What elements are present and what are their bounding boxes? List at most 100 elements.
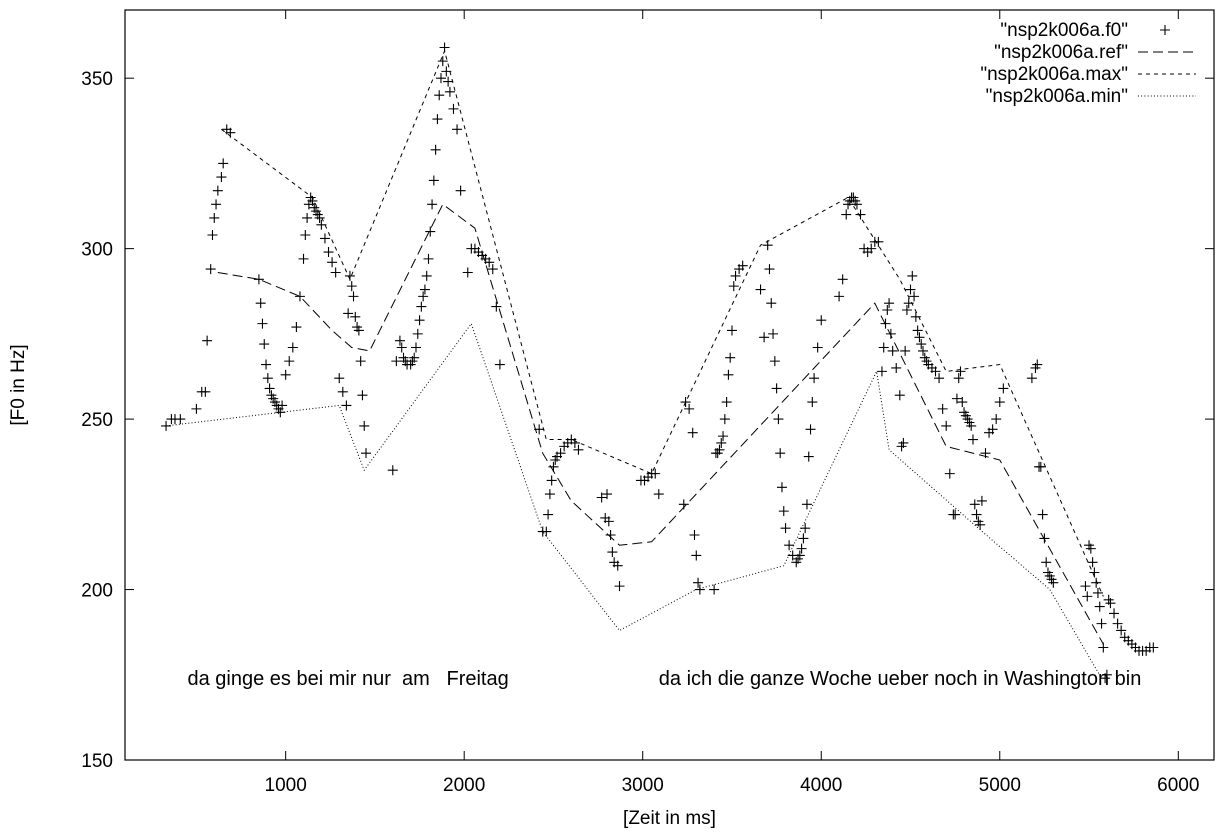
data-point xyxy=(816,315,827,326)
data-point xyxy=(837,274,848,285)
data-point xyxy=(391,356,402,367)
data-point xyxy=(998,383,1009,394)
data-point xyxy=(937,403,948,414)
data-point xyxy=(971,509,982,520)
series-0 xyxy=(161,42,1159,684)
data-point xyxy=(543,509,554,520)
data-point xyxy=(764,264,775,275)
data-point xyxy=(455,185,466,196)
data-point xyxy=(359,420,370,431)
data-point xyxy=(350,311,361,322)
data-point xyxy=(437,56,448,67)
data-point xyxy=(855,209,866,220)
data-point xyxy=(414,315,425,326)
data-point xyxy=(448,103,459,114)
data-point xyxy=(1048,577,1059,588)
data-point xyxy=(337,386,348,397)
data-point xyxy=(428,175,439,186)
data-point xyxy=(300,230,311,240)
data-point xyxy=(484,257,495,268)
data-point xyxy=(410,342,421,353)
data-point xyxy=(887,345,898,356)
data-point xyxy=(396,342,407,353)
data-point xyxy=(950,509,961,520)
series-layer xyxy=(161,42,1159,684)
data-point xyxy=(953,373,964,384)
data-point xyxy=(544,489,555,500)
data-point xyxy=(794,550,805,561)
data-point xyxy=(348,291,359,302)
data-point xyxy=(876,366,887,377)
data-point xyxy=(548,461,559,472)
data-point xyxy=(421,270,432,281)
data-point xyxy=(878,342,889,353)
data-point xyxy=(569,437,580,448)
data-point xyxy=(1091,577,1102,588)
data-point xyxy=(1101,669,1112,680)
data-point xyxy=(944,468,955,479)
data-point xyxy=(898,437,909,448)
data-point xyxy=(725,352,736,363)
data-point xyxy=(798,533,809,544)
data-point xyxy=(1094,601,1105,612)
legend-label: "nsp2k006a.max" xyxy=(980,64,1128,85)
series-line xyxy=(221,49,1104,597)
data-point xyxy=(834,291,845,302)
data-point xyxy=(1116,625,1127,636)
data-point xyxy=(259,339,270,350)
series-line xyxy=(166,322,1102,679)
data-point xyxy=(343,308,354,319)
data-point xyxy=(435,73,446,84)
data-point xyxy=(768,328,779,339)
data-point xyxy=(573,444,584,455)
data-point xyxy=(891,362,902,373)
data-point xyxy=(409,352,420,363)
data-point xyxy=(1035,461,1046,472)
data-point xyxy=(1148,642,1159,653)
data-point xyxy=(452,124,463,135)
series-1 xyxy=(217,203,1104,645)
data-point xyxy=(314,212,325,223)
annotation-text: da ich die ganze Woche ueber noch in Was… xyxy=(659,668,1142,690)
x-tick-label: 3000 xyxy=(622,775,664,796)
data-point xyxy=(427,199,438,210)
data-point xyxy=(605,530,616,540)
data-point xyxy=(202,335,213,346)
data-point xyxy=(775,448,786,459)
data-point xyxy=(614,581,625,592)
data-point xyxy=(341,400,352,411)
data-point xyxy=(291,322,302,333)
data-point xyxy=(275,407,286,418)
data-point xyxy=(776,482,787,493)
data-point xyxy=(1085,543,1096,554)
data-point xyxy=(425,226,436,237)
data-point xyxy=(680,397,691,408)
data-point xyxy=(216,172,227,183)
x-tick-label: 2000 xyxy=(443,775,485,796)
data-point xyxy=(323,247,334,258)
data-point xyxy=(419,284,430,295)
data-point xyxy=(330,267,341,278)
annotation-layer: da ginge es bei mir nur am Freitag da ich… xyxy=(187,668,1141,690)
data-point xyxy=(951,393,962,404)
data-point xyxy=(766,298,777,309)
data-point xyxy=(709,584,720,595)
data-point xyxy=(487,264,498,275)
data-point xyxy=(444,86,455,97)
data-point xyxy=(1098,642,1109,653)
y-tick-label: 250 xyxy=(81,410,113,431)
data-point xyxy=(969,499,980,510)
data-point xyxy=(277,400,288,411)
data-point xyxy=(596,492,607,503)
data-point xyxy=(934,373,945,384)
data-point xyxy=(873,236,884,247)
data-point xyxy=(910,311,921,322)
data-point xyxy=(207,230,218,240)
annotation-text: da ginge es bei mir nur am Freitag xyxy=(187,668,508,690)
data-point xyxy=(555,448,566,459)
data-point xyxy=(796,543,807,554)
data-point xyxy=(801,499,812,510)
data-point xyxy=(355,356,366,367)
data-point xyxy=(687,427,698,438)
data-point xyxy=(809,373,820,384)
